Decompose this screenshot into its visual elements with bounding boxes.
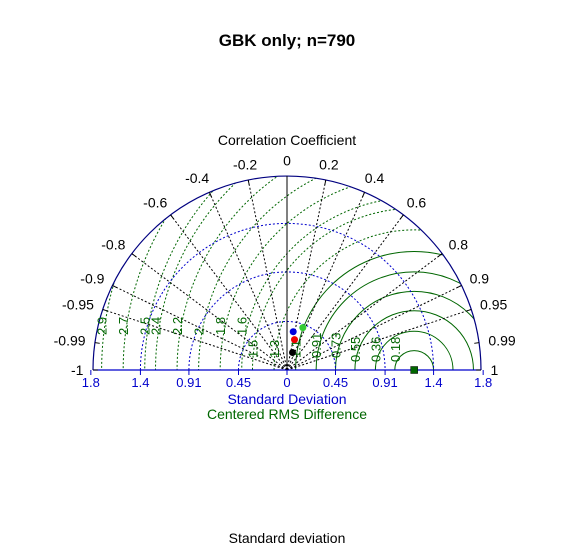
rms-contour [122, 176, 481, 370]
correlation-tick [438, 253, 443, 257]
correlation-tick-label: 0.4 [365, 170, 385, 186]
correlation-tick-label: -0.8 [101, 236, 125, 252]
correlation-tick-label: 0.9 [470, 271, 490, 287]
correlation-tick-label: -0.2 [233, 157, 257, 173]
correlation-tick-label: 0 [283, 152, 291, 168]
correlation-tick-label: -0.9 [80, 271, 104, 287]
bottom-axis-label: Standard deviation [229, 530, 346, 546]
correlation-tick-label: 0.99 [488, 332, 515, 348]
reference-point [410, 366, 418, 374]
correlation-grid-line [112, 284, 288, 371]
correlation-tick-label: 1 [491, 362, 499, 378]
sd-tick-label: 0.91 [176, 375, 201, 390]
correlation-grid-line [208, 191, 288, 371]
correlation-grid-line [102, 308, 288, 371]
data-point [289, 328, 297, 336]
rms-contour-label: 0.18 [388, 337, 403, 362]
correlation-tick [102, 308, 108, 312]
sd-tick-label: 0 [283, 375, 290, 390]
correlation-tick-label: 0.6 [407, 194, 427, 210]
sd-tick-label: 1.8 [474, 375, 492, 390]
rms-contour-label: 1.3 [267, 340, 282, 358]
rms-contour-label: 0.91 [309, 333, 324, 358]
correlation-grid-line [131, 253, 288, 371]
rms-contour-label: 1.6 [235, 317, 250, 335]
correlation-tick [112, 284, 117, 289]
rms-contour-label: 2 [192, 328, 207, 335]
rms-contour [315, 271, 481, 370]
correlation-grid-line [170, 214, 288, 371]
chart-title: GBK only; n=790 [219, 31, 356, 50]
rms-contour-label: 1.8 [213, 317, 228, 335]
correlation-grid-line [286, 191, 366, 371]
sd-tick-label: 0.45 [226, 375, 251, 390]
sd-axis-title: Standard Deviation [227, 391, 346, 407]
correlation-tick-label: -0.4 [185, 170, 209, 186]
rms-contour [295, 250, 481, 370]
sd-tick-label: 0.45 [323, 375, 348, 390]
correlation-tick-label: -0.6 [143, 194, 167, 210]
correlation-tick-label: 0.95 [480, 297, 507, 313]
correlation-grid-line [286, 284, 462, 371]
sd-tick-label: 0.91 [372, 375, 397, 390]
rms-contour-label: 0.36 [368, 337, 383, 362]
rms-contour-label: 2.9 [95, 317, 110, 335]
rms-axis-title: Centered RMS Difference [207, 406, 367, 422]
labels-layer: 1.8 1.4 0.91 0.45 0 0.45 0.91 1.4 1.810.990.950.… [54, 152, 516, 390]
rms-contour [394, 350, 435, 370]
rms-contour [374, 330, 454, 370]
correlation-tick-label: 0.2 [319, 157, 339, 173]
rms-contour-label: 2.2 [170, 317, 185, 335]
rms-contour-label: 0.55 [348, 337, 363, 362]
correlation-tick [457, 284, 462, 289]
correlation-tick [324, 179, 327, 185]
correlation-tick [94, 342, 100, 344]
correlation-tick-label: -0.95 [62, 297, 94, 313]
points-layer [288, 324, 418, 374]
correlation-grid-line [286, 308, 472, 371]
correlation-tick-label: 0.8 [449, 236, 469, 252]
correlation-tick [362, 191, 366, 197]
sd-tick-label: 1.8 [82, 375, 100, 390]
data-point [288, 349, 296, 357]
correlation-tick-label: -1 [71, 362, 84, 378]
rms-contour-label: 0.73 [329, 333, 344, 358]
rms-contour [144, 176, 481, 370]
correlation-axis-title: Correlation Coefficient [218, 132, 356, 148]
correlation-tick [170, 214, 174, 219]
correlation-tick-label: -0.99 [54, 332, 86, 348]
rms-contour-label: 2.4 [149, 317, 164, 335]
correlation-tick [466, 308, 472, 312]
correlation-grid-line [286, 253, 443, 371]
data-point [291, 336, 299, 344]
rms-contour-label: 2.7 [116, 317, 131, 335]
correlation-tick [400, 214, 404, 219]
rms-contour-label: 2.5 [138, 317, 153, 335]
correlation-tick [131, 253, 136, 257]
correlation-tick [474, 342, 480, 344]
data-point [299, 324, 307, 332]
correlation-grid-line [286, 214, 404, 371]
rms-contour [354, 310, 474, 370]
sd-tick-label: 1.4 [425, 375, 443, 390]
sd-tick-label: 1.4 [131, 375, 149, 390]
rms-contour-label: 1.5 [246, 340, 261, 358]
correlation-tick [208, 191, 212, 197]
correlation-tick [247, 179, 250, 185]
correlation-grid-line [247, 179, 288, 371]
